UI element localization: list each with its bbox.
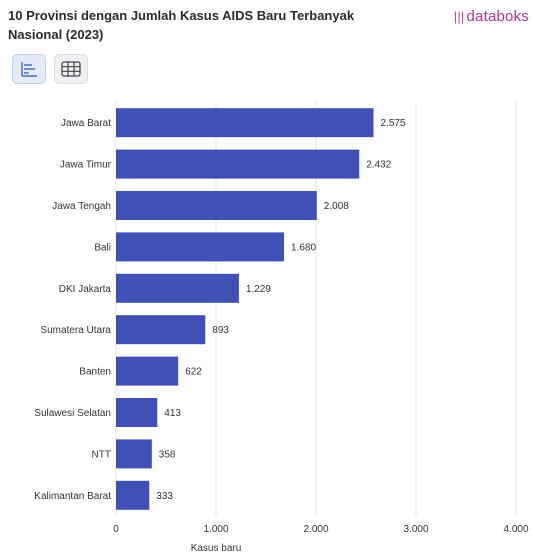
data-label: 2.008 <box>324 201 349 212</box>
data-label: 1.229 <box>246 284 271 295</box>
category-label: Sumatera Utara <box>40 325 111 336</box>
bar[interactable] <box>116 191 317 220</box>
x-tick-label: 4.000 <box>503 524 528 535</box>
category-label: Bali <box>94 242 111 253</box>
data-label: 893 <box>212 325 229 336</box>
data-label: 358 <box>159 449 176 460</box>
data-label: 413 <box>164 408 181 419</box>
data-label: 622 <box>185 367 202 378</box>
bar[interactable] <box>116 273 239 303</box>
bar-chart-icon <box>21 62 37 77</box>
table-icon <box>61 61 81 77</box>
category-label: NTT <box>92 449 111 460</box>
x-axis-title: Kasus baru <box>191 543 242 552</box>
bar[interactable] <box>116 439 152 469</box>
category-label: Jawa Barat <box>61 118 111 129</box>
x-tick-label: 3.000 <box>403 524 428 535</box>
bar[interactable] <box>116 480 150 510</box>
brand-name: databoks <box>466 8 529 25</box>
data-label: 1.680 <box>291 242 316 253</box>
data-label: 2.575 <box>381 118 406 129</box>
x-tick-label: 2.000 <box>303 524 328 535</box>
category-label: Sulawesi Selatan <box>34 408 111 419</box>
category-label: Banten <box>79 367 111 378</box>
brand-logo[interactable]: ||| databoks <box>454 8 529 25</box>
data-label: 2.432 <box>366 160 391 171</box>
category-label: DKI Jakarta <box>59 284 112 295</box>
bar[interactable] <box>116 232 284 262</box>
data-label: 333 <box>156 491 173 502</box>
bar[interactable] <box>116 356 179 386</box>
table-view-button[interactable] <box>54 54 88 84</box>
bar[interactable] <box>116 398 158 427</box>
bar[interactable] <box>116 108 374 138</box>
chart-title: 10 Provinsi dengan Jumlah Kasus AIDS Bar… <box>8 8 355 42</box>
category-label: Jawa Tengah <box>52 201 111 212</box>
bar[interactable] <box>116 315 206 345</box>
category-label: Jawa Timur <box>60 160 112 171</box>
x-tick-label: 0 <box>113 524 119 535</box>
x-tick-label: 1.000 <box>203 524 228 535</box>
bar[interactable] <box>116 149 360 179</box>
category-label: Kalimantan Barat <box>34 491 111 502</box>
chart-view-button[interactable] <box>12 54 46 84</box>
databoks-logo-icon: ||| <box>453 9 465 24</box>
